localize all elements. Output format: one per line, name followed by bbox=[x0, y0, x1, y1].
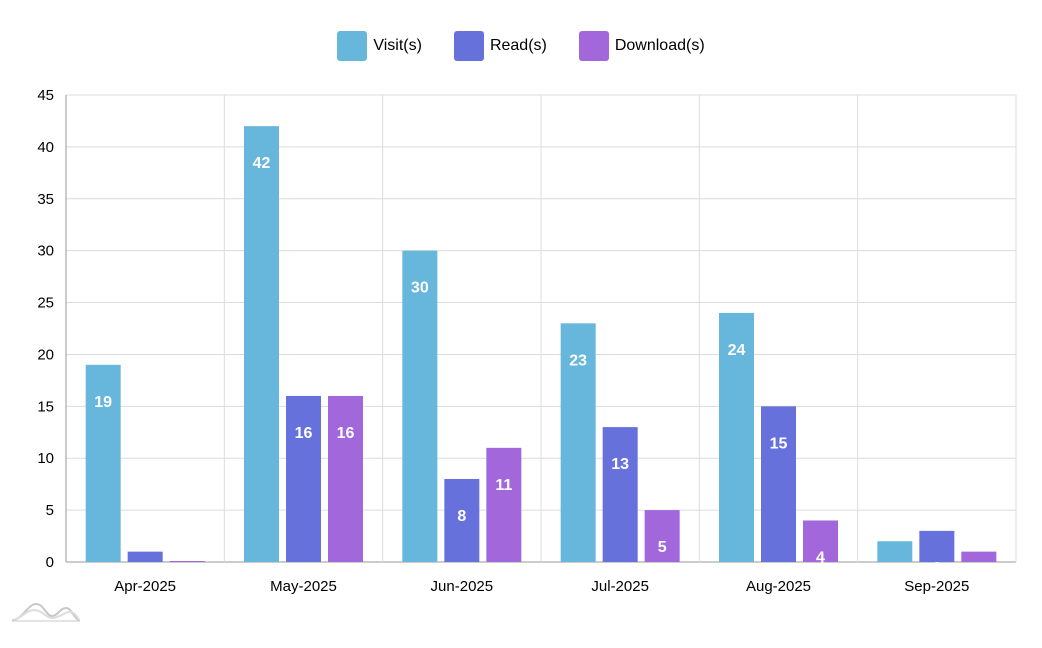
bar bbox=[286, 395, 321, 562]
data-label: 30 bbox=[411, 280, 429, 297]
y-tick-label: 20 bbox=[37, 346, 54, 363]
gridlines bbox=[65, 94, 1017, 563]
y-tick-label: 15 bbox=[37, 398, 54, 415]
legend-item-visits[interactable]: Visit(s) bbox=[337, 31, 422, 61]
bar bbox=[169, 561, 205, 562]
y-tick-label: 5 bbox=[46, 502, 54, 519]
bar bbox=[803, 520, 838, 562]
x-tick-label: Jul-2025 bbox=[591, 578, 649, 595]
data-label: 13 bbox=[611, 456, 629, 473]
data-label: 8 bbox=[457, 508, 466, 525]
bar bbox=[486, 447, 522, 562]
bar bbox=[244, 126, 279, 562]
data-label: 23 bbox=[569, 352, 587, 369]
legend-label-downloads: Download(s) bbox=[614, 37, 705, 54]
legend-label-visits: Visit(s) bbox=[373, 37, 422, 54]
y-axis: 0 5 10 15 20 25 30 35 40 45 bbox=[37, 87, 54, 571]
y-tick-label: 10 bbox=[37, 450, 54, 467]
data-label: 42 bbox=[253, 155, 271, 172]
legend-swatch-visits bbox=[337, 31, 368, 61]
bar bbox=[602, 427, 638, 562]
x-tick-label: Aug-2025 bbox=[746, 578, 811, 595]
data-label: 16 bbox=[295, 425, 313, 442]
data-label: 4 bbox=[816, 549, 825, 566]
data-label: 24 bbox=[728, 342, 746, 359]
bar bbox=[402, 250, 438, 562]
legend-item-reads[interactable]: Read(s) bbox=[453, 31, 547, 61]
y-tick-label: 45 bbox=[37, 87, 54, 104]
data-label: 5 bbox=[658, 539, 667, 556]
legend-item-downloads[interactable]: Download(s) bbox=[578, 31, 705, 61]
bar bbox=[877, 541, 913, 562]
x-tick-label: Apr-2025 bbox=[114, 578, 176, 595]
bar bbox=[961, 551, 997, 562]
x-tick-label: Sep-2025 bbox=[904, 578, 969, 595]
x-tick-label: May-2025 bbox=[270, 578, 337, 595]
y-tick-label: 40 bbox=[37, 139, 54, 156]
x-tick-label: Jun-2025 bbox=[431, 578, 494, 595]
bar bbox=[127, 551, 163, 562]
data-label: 11 bbox=[495, 477, 512, 494]
legend-swatch-downloads bbox=[578, 31, 609, 61]
y-tick-label: 30 bbox=[37, 243, 54, 260]
x-axis: Apr-2025 May-2025 Jun-2025 Jul-2025 Aug-2025… bbox=[114, 578, 969, 595]
bar bbox=[719, 312, 754, 562]
y-tick-label: 0 bbox=[46, 554, 54, 571]
legend-label-reads: Read(s) bbox=[489, 37, 547, 54]
data-label: 3 bbox=[932, 560, 941, 577]
data-label: 19 bbox=[94, 394, 112, 411]
data-label: 15 bbox=[770, 435, 788, 452]
bars bbox=[85, 126, 997, 562]
bar bbox=[644, 510, 680, 562]
data-label: 2 bbox=[890, 570, 899, 587]
bar bbox=[328, 395, 363, 562]
data-label: 16 bbox=[337, 425, 355, 442]
amcharts-logo-icon[interactable] bbox=[11, 602, 81, 622]
bar bbox=[85, 364, 121, 562]
y-tick-label: 35 bbox=[37, 191, 54, 208]
bar bbox=[444, 478, 480, 562]
legend: Visit(s) Read(s) Download(s) bbox=[0, 30, 1042, 62]
y-tick-label: 25 bbox=[37, 295, 54, 312]
bar bbox=[919, 530, 955, 562]
legend-swatch-reads bbox=[453, 31, 484, 61]
bar bbox=[761, 406, 796, 562]
bar bbox=[560, 323, 596, 562]
